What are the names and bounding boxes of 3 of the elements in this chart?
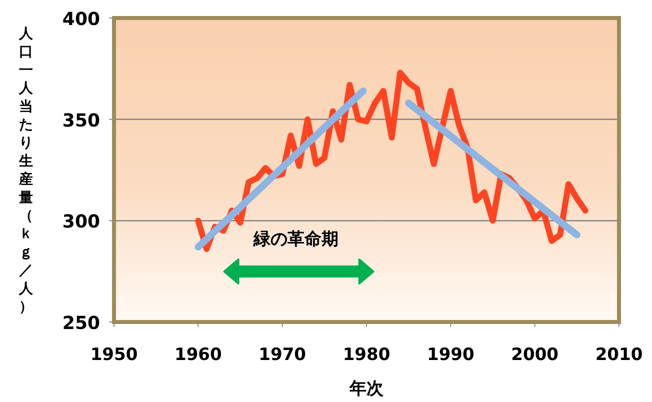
- ylabel: 人口一人当たり生産量（ｋｇ／人）: [19, 26, 33, 315]
- annotation: 緑の革命期: [253, 229, 338, 250]
- xlabel: 年次: [350, 379, 384, 399]
